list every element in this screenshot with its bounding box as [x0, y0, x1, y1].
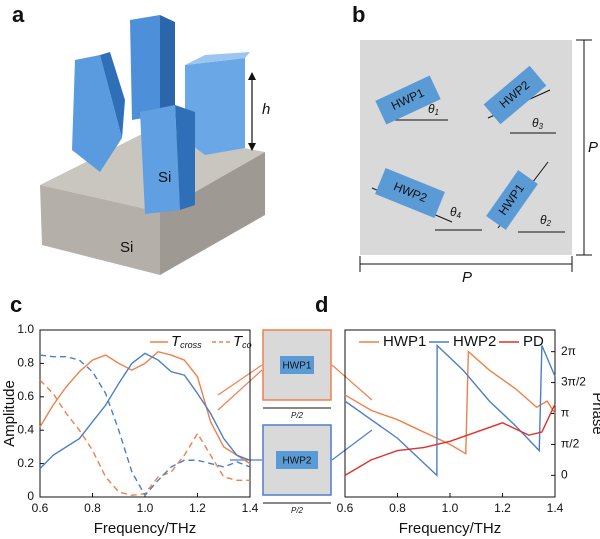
- y-tick-label: π/2: [561, 437, 580, 451]
- legend-label: PD: [523, 333, 544, 350]
- angle-symbol: θ: [450, 205, 457, 219]
- legend-symbol: T: [233, 333, 244, 350]
- inset-period: P/2: [291, 411, 304, 420]
- panel-label: b: [352, 2, 365, 27]
- period-label: P: [462, 269, 472, 286]
- series-line: [39, 354, 251, 497]
- angle-symbol: θ: [428, 102, 435, 116]
- y-tick-label: 0.2: [17, 456, 34, 470]
- pillar-label: Si: [158, 169, 171, 186]
- y-tick-label: 1.0: [17, 322, 34, 336]
- angle-subscript: 3: [539, 122, 544, 131]
- series-line: [344, 403, 556, 476]
- x-tick-label: 0.6: [337, 501, 354, 515]
- angle-label: θ4: [450, 205, 462, 220]
- angle-label: θ3: [532, 116, 544, 131]
- x-tick-label: 1.0: [137, 501, 154, 515]
- x-tick-label: 1.2: [494, 501, 511, 515]
- series-line: [344, 350, 556, 455]
- legend-symbol: T: [171, 333, 182, 350]
- angle-subscript: 1: [435, 108, 439, 117]
- legend-subscript: cross: [180, 340, 202, 350]
- legend-subscript: co: [242, 340, 252, 350]
- x-tick-label: 0.6: [32, 501, 49, 515]
- y-tick-label: 3π/2: [561, 375, 586, 389]
- angle-symbol: θ: [532, 116, 539, 130]
- x-axis-label: Frequency/THz: [399, 520, 502, 537]
- inset: [262, 424, 332, 504]
- series-line: [39, 350, 251, 465]
- hwp: HWP1: [375, 75, 441, 125]
- angle-symbol: θ: [540, 213, 547, 227]
- legend-label: HWP1: [383, 333, 426, 350]
- substrate-label: Si: [120, 239, 133, 256]
- angle-label: θ2: [540, 213, 552, 228]
- height-label: h: [262, 101, 270, 118]
- period-label: P: [588, 139, 598, 156]
- series-line: [39, 379, 250, 497]
- y-tick-label: π: [561, 406, 569, 420]
- angle-subscript: 4: [457, 211, 462, 220]
- inset-period: P/2: [291, 506, 304, 515]
- x-tick-label: 1.4: [547, 501, 564, 515]
- y-axis-label: Phase: [589, 392, 600, 435]
- y-tick-label: 0.6: [17, 389, 34, 403]
- y-axis-label: Amplitude: [1, 380, 18, 447]
- panel-label: a: [12, 2, 25, 27]
- series-line: [344, 343, 556, 477]
- x-axis-label: Frequency/THz: [94, 520, 197, 537]
- y-tick-label: 2π: [561, 344, 576, 358]
- panel-label: c: [10, 292, 22, 317]
- x-tick-label: 1.0: [442, 501, 459, 515]
- plot-frame: [344, 329, 556, 498]
- angle-subscript: 2: [546, 219, 552, 228]
- connector-arrows: [217, 364, 373, 461]
- y-tick-label: 0.8: [17, 356, 34, 370]
- hwp: HWP2: [375, 168, 445, 218]
- x-tick-label: 1.2: [189, 501, 206, 515]
- x-tick-label: 0.8: [84, 501, 101, 515]
- dimension-lines: [359, 39, 592, 272]
- legend-label: HWP2: [453, 333, 496, 350]
- inset: [262, 329, 332, 409]
- panel-label: d: [315, 292, 328, 317]
- inset-label: HWP1: [283, 361, 312, 372]
- y-tick-label: 0: [27, 489, 34, 503]
- render: [40, 15, 265, 275]
- legend-label: Tcross: [171, 333, 202, 350]
- x-tick-label: 1.4: [242, 501, 259, 515]
- y-tick-label: 0: [561, 468, 568, 482]
- legend-label: Tco: [233, 333, 252, 350]
- y-tick-label: 0.4: [17, 422, 34, 436]
- plot-frame: [39, 329, 251, 498]
- angle-label: θ1: [428, 102, 439, 117]
- series-line: [39, 352, 251, 470]
- inset-label: HWP2: [283, 456, 312, 467]
- x-tick-label: 0.8: [389, 501, 406, 515]
